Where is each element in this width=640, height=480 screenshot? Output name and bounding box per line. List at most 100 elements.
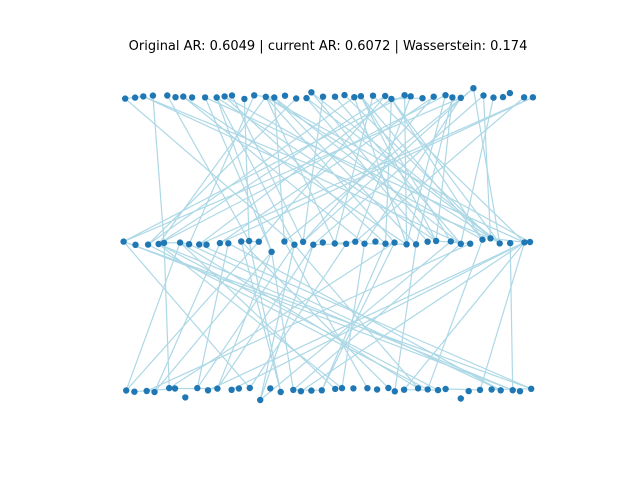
graph-edge xyxy=(153,242,221,393)
graph-node xyxy=(373,386,381,393)
graph-edge xyxy=(472,88,501,244)
graph-edge xyxy=(158,96,267,245)
graph-edge xyxy=(158,243,513,391)
graph-node xyxy=(131,388,138,395)
graph-node xyxy=(470,85,477,92)
graph-node xyxy=(257,396,264,404)
graph-edge xyxy=(435,97,453,242)
graph-node xyxy=(228,92,236,99)
graph-edge xyxy=(445,388,481,391)
graph-edge xyxy=(334,96,462,245)
graph-edge xyxy=(125,242,181,391)
graph-edge xyxy=(124,98,295,246)
graph-node xyxy=(166,384,173,392)
graph-edge xyxy=(479,242,525,391)
graph-node xyxy=(521,239,528,246)
graph-edge xyxy=(123,94,405,243)
graph-node xyxy=(476,386,484,394)
graph-node xyxy=(488,386,495,393)
graph-node xyxy=(457,94,464,102)
graph-edge xyxy=(143,95,491,239)
graph-node xyxy=(303,94,310,102)
graph-node xyxy=(385,384,392,392)
graph-node xyxy=(434,386,442,394)
graph-node xyxy=(201,94,209,101)
graph-edge xyxy=(354,96,412,242)
graph-edge xyxy=(158,94,446,245)
graph-node xyxy=(331,240,338,247)
graph-node xyxy=(509,387,516,394)
graph-node xyxy=(155,240,162,248)
graph-edge xyxy=(240,241,389,389)
graph-edge xyxy=(182,96,407,245)
graph-node xyxy=(277,388,284,396)
graph-node xyxy=(143,387,150,395)
graph-node xyxy=(400,386,408,393)
graph-node xyxy=(357,93,365,100)
graph-node xyxy=(442,385,449,393)
graph-edge xyxy=(300,241,525,392)
graph-edge xyxy=(231,95,304,243)
graph-node xyxy=(507,239,514,247)
graph-edge xyxy=(391,97,423,100)
graph-edge xyxy=(123,241,251,389)
graph-node xyxy=(465,387,472,395)
graph-node xyxy=(290,386,297,394)
graph-edge xyxy=(204,96,525,243)
graph-node xyxy=(382,240,389,247)
graph-node xyxy=(490,94,497,101)
graph-edge xyxy=(125,241,260,391)
graph-node xyxy=(401,92,408,99)
graph-node xyxy=(487,235,494,242)
graph-node xyxy=(369,92,377,99)
graph-node xyxy=(131,94,139,101)
graph-edge xyxy=(415,97,453,245)
graph-node xyxy=(132,241,139,248)
graph-edge xyxy=(302,96,324,242)
graph-edge xyxy=(196,243,229,389)
graph-node xyxy=(255,238,262,245)
graph-node xyxy=(350,385,357,392)
graph-node xyxy=(526,238,534,246)
graph-node xyxy=(262,93,269,101)
graph-node xyxy=(382,92,389,100)
graph-node xyxy=(391,388,398,395)
graph-edge xyxy=(265,96,395,243)
graph-edge xyxy=(384,98,392,244)
graph-edge xyxy=(198,98,392,245)
graph-edge xyxy=(224,95,386,245)
graph-node xyxy=(291,241,298,248)
graph-node xyxy=(352,238,359,245)
graph-node xyxy=(442,92,449,99)
graph-node xyxy=(308,89,315,96)
graph-edge xyxy=(147,244,428,390)
graph-edge xyxy=(306,97,501,244)
graph-node xyxy=(281,238,288,245)
graph-edge xyxy=(123,241,532,390)
graph-node xyxy=(331,93,339,100)
graph-edge xyxy=(158,243,439,391)
graph-node xyxy=(281,92,289,99)
graph-edge xyxy=(334,95,374,244)
graph-edge xyxy=(427,239,484,390)
graph-node xyxy=(338,384,346,392)
graph-node xyxy=(293,95,300,102)
graph-node xyxy=(351,94,358,101)
graph-node xyxy=(447,238,454,245)
graph-edge xyxy=(207,241,525,391)
graph-edge xyxy=(490,237,525,243)
graph-node xyxy=(341,91,348,99)
graph-node xyxy=(319,93,327,100)
graph-edge xyxy=(154,251,273,393)
graph-edge xyxy=(292,243,462,391)
graph-edge xyxy=(182,96,365,245)
graph-node xyxy=(432,237,440,245)
graph-node xyxy=(319,239,326,246)
graph-node xyxy=(238,238,245,245)
graph-node xyxy=(430,93,437,100)
graph-node xyxy=(216,239,224,247)
graph-edge xyxy=(406,95,447,245)
graph-node xyxy=(160,239,168,247)
